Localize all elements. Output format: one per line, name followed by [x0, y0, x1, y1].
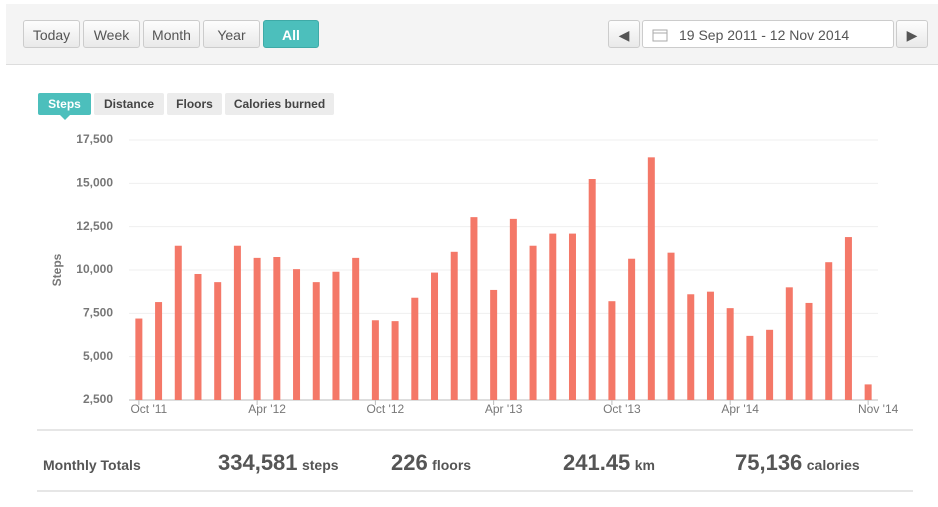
bar — [568, 233, 576, 400]
bar — [746, 335, 754, 400]
total-unit: calories — [806, 457, 860, 473]
bar — [135, 318, 143, 400]
bar — [726, 308, 734, 400]
range-button[interactable]: Today — [23, 20, 80, 48]
calendar-icon — [652, 29, 668, 42]
y-tick-label: 2,500 — [83, 392, 113, 406]
x-tick-label: Apr '14 — [721, 402, 759, 416]
metric-tab[interactable]: Floors — [167, 93, 222, 115]
x-tick-label: Oct '13 — [603, 402, 641, 416]
x-tick-label: Nov '14 — [858, 402, 899, 416]
bar — [785, 287, 793, 400]
total-unit: km — [634, 457, 655, 473]
range-button[interactable]: Month — [143, 20, 200, 48]
bar — [490, 289, 498, 400]
total-unit: floors — [432, 457, 472, 473]
y-tick-label: 12,500 — [76, 219, 113, 233]
y-tick-label: 10,000 — [76, 262, 113, 276]
date-range-text: 19 Sep 2011 - 12 Nov 2014 — [679, 27, 850, 43]
bar — [825, 262, 833, 400]
y-tick-label: 7,500 — [83, 306, 113, 320]
bar — [431, 272, 439, 400]
total-unit: steps — [301, 457, 339, 473]
bar — [450, 251, 458, 400]
y-tick-label: 17,500 — [76, 132, 113, 146]
total-item: 75,136 calories — [735, 450, 860, 476]
y-axis-label: Steps — [50, 253, 64, 286]
bar — [766, 329, 774, 400]
bar — [155, 302, 163, 400]
bar — [667, 252, 675, 400]
x-tick-label: Oct '11 — [130, 402, 167, 416]
x-tick-label: Apr '12 — [248, 402, 286, 416]
bar — [253, 257, 261, 400]
bar — [608, 301, 616, 400]
bar — [194, 273, 202, 400]
bar — [864, 384, 872, 400]
range-button[interactable]: Year — [203, 20, 260, 48]
total-item: 334,581 steps — [218, 450, 339, 476]
bar — [312, 282, 320, 400]
bar — [588, 179, 596, 400]
total-value: 334,581 — [218, 450, 298, 475]
total-item: 226 floors — [391, 450, 471, 476]
total-item: 241.45 km — [563, 450, 655, 476]
bar — [549, 233, 557, 400]
total-value: 226 — [391, 450, 428, 475]
next-button[interactable]: ▶ — [896, 20, 928, 48]
bar — [647, 157, 655, 400]
bar — [628, 258, 636, 400]
metric-tab[interactable]: Steps — [38, 93, 91, 120]
y-tick-label: 5,000 — [83, 349, 113, 363]
bar — [233, 245, 241, 400]
bar — [293, 269, 301, 400]
total-value: 75,136 — [735, 450, 803, 475]
metric-tab[interactable]: Distance — [94, 93, 164, 115]
bar — [844, 237, 852, 400]
bar — [411, 297, 419, 400]
date-range[interactable]: 19 Sep 2011 - 12 Nov 2014 — [642, 20, 894, 48]
metric-tab[interactable]: Calories burned — [225, 93, 334, 115]
bar — [509, 218, 517, 400]
bar — [805, 302, 813, 400]
x-tick-label: Apr '13 — [485, 402, 523, 416]
bar — [687, 294, 695, 400]
bar — [371, 320, 379, 400]
range-button[interactable]: All — [263, 20, 319, 48]
y-tick-label: 15,000 — [76, 176, 113, 190]
total-value: 241.45 — [563, 450, 631, 475]
bar — [529, 245, 537, 400]
prev-button[interactable]: ◀ — [608, 20, 640, 48]
x-tick-label: Oct '12 — [367, 402, 405, 416]
bar — [470, 217, 478, 400]
totals-title: Monthly Totals — [43, 457, 141, 473]
bar — [391, 321, 399, 400]
bar — [352, 257, 360, 400]
bar — [706, 291, 714, 400]
bar — [332, 271, 340, 400]
bar — [214, 282, 222, 400]
bar — [273, 257, 281, 400]
range-button[interactable]: Week — [83, 20, 140, 48]
bar — [174, 245, 182, 400]
